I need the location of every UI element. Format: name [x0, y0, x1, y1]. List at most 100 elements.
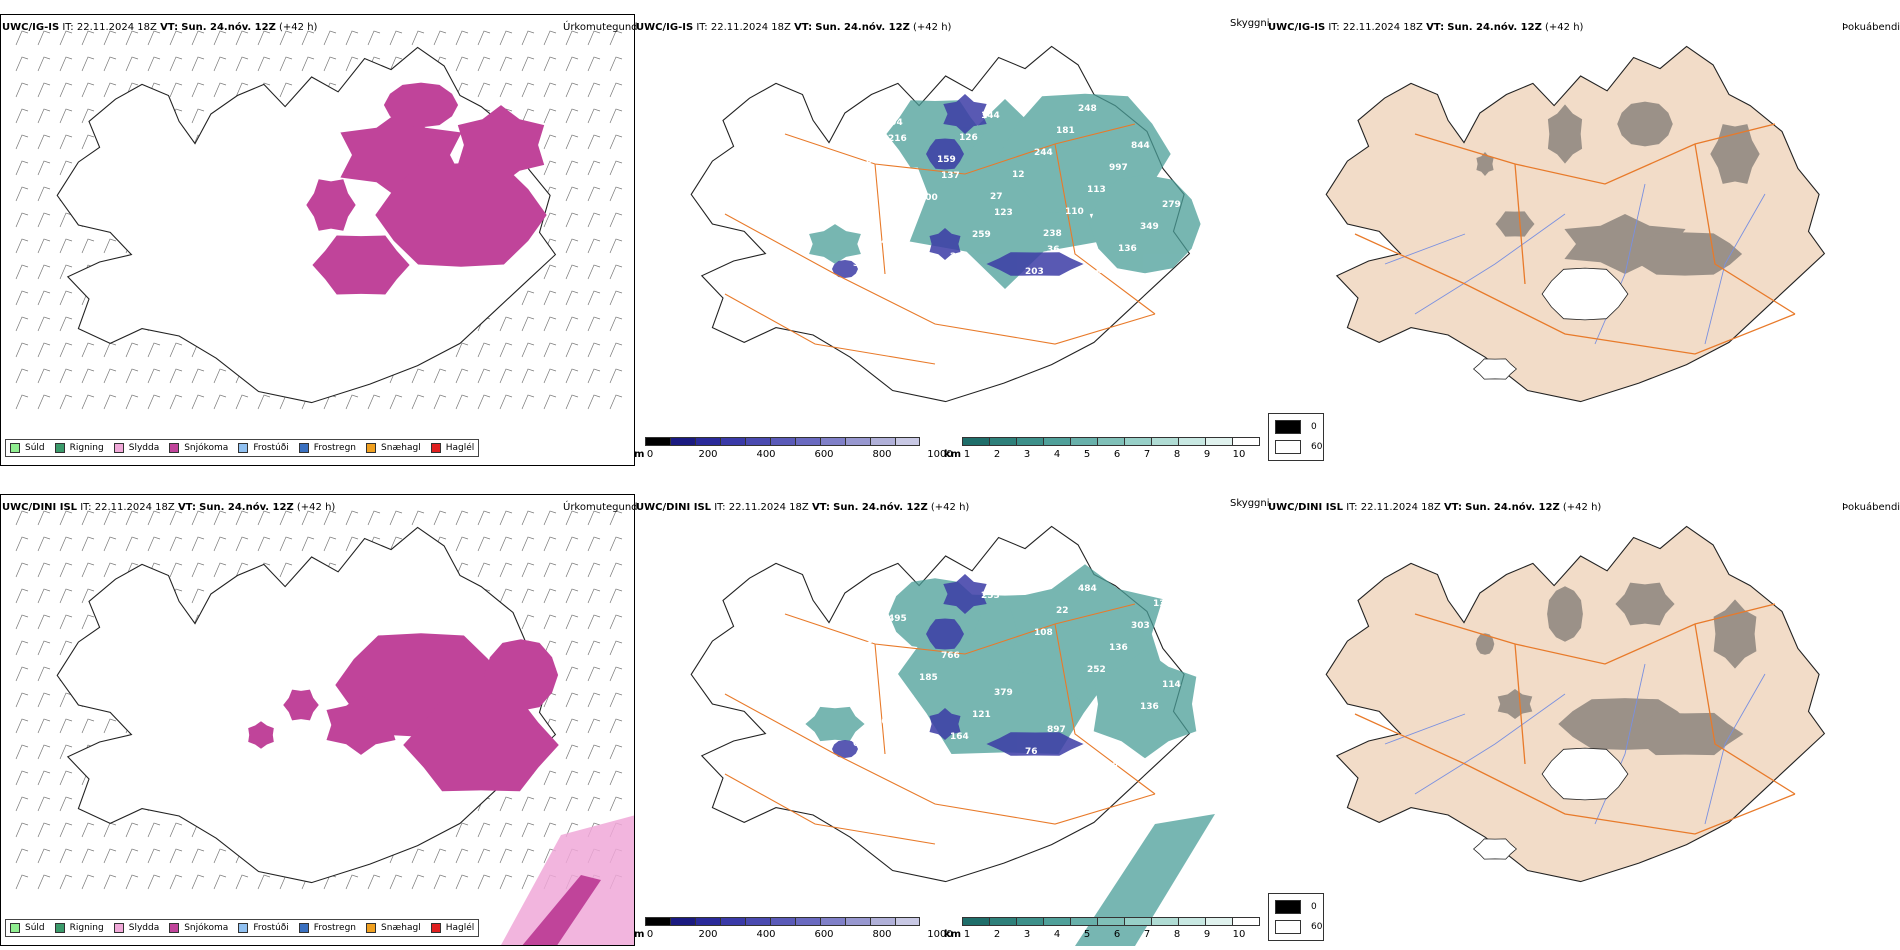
colorbar-cell [1043, 917, 1070, 926]
wind-barb [213, 536, 227, 552]
wind-barb [323, 56, 337, 72]
wind-barb [15, 640, 29, 656]
fog-map-bottom [1325, 525, 1826, 883]
fog-area [1547, 586, 1583, 642]
ceiling-value: 153 [897, 215, 916, 225]
ceiling-area [832, 740, 858, 758]
wind-barb [81, 108, 95, 124]
wind-barb [609, 82, 623, 98]
colorbar-tick: 10 [1232, 449, 1246, 460]
wind-barb [587, 770, 601, 786]
wind-barb [81, 394, 95, 410]
ceiling-value: 244 [1034, 148, 1053, 158]
legend-label: Slydda [128, 923, 160, 933]
wind-barb [433, 394, 447, 410]
legend-label: Súld [25, 923, 45, 933]
wind-barb [191, 82, 205, 98]
wind-barb [103, 342, 117, 358]
ceiling-areas [832, 94, 1084, 278]
wind-barb [37, 264, 51, 280]
fog-area [1476, 152, 1494, 176]
colorbar-cell [1232, 437, 1260, 446]
wind-barb [587, 82, 601, 98]
legend-swatch [298, 443, 309, 453]
ceiling-value: 126 [959, 133, 978, 143]
colorbar-tick: 400 [756, 929, 776, 940]
legend-item: Haglél [430, 443, 474, 453]
wind-barb [609, 588, 623, 604]
ceiling-value: 22 [1056, 606, 1069, 616]
wind-barb [257, 874, 271, 890]
wind-barb [587, 342, 601, 358]
colorbar-cell [720, 437, 745, 446]
wind-barb [59, 238, 73, 254]
wind-barb [543, 562, 557, 578]
legend-swatch [54, 923, 65, 933]
wind-barb [191, 510, 205, 526]
ceiling-value: 135 [1153, 599, 1172, 609]
wind-barb [81, 82, 95, 98]
road [784, 123, 1136, 175]
wind-barb [59, 56, 73, 72]
colorbar-cell [845, 917, 870, 926]
wind-barb [587, 796, 601, 812]
wind-barb [59, 770, 73, 786]
ceiling-value: 144 [981, 111, 1000, 121]
ceiling-value: 62 [906, 776, 919, 786]
cloud-type-label-bottom: Skyggni [1230, 498, 1270, 509]
legend-label: Frostúði [253, 923, 289, 933]
wind-barb [37, 666, 51, 682]
wind-barb [37, 718, 51, 734]
wind-barb [499, 588, 513, 604]
wind-barb [169, 536, 183, 552]
snow-area [306, 179, 356, 231]
wind-barb [543, 30, 557, 46]
wind-barb [367, 394, 381, 410]
wind-barb [125, 848, 139, 864]
road [1354, 233, 1796, 355]
legend-swatch [10, 443, 20, 453]
wind-barb [15, 108, 29, 124]
wind-barb [389, 56, 403, 72]
wind-barb [125, 510, 139, 526]
wind-barb [15, 796, 29, 812]
wind-barb [499, 82, 513, 98]
wind-barb [609, 212, 623, 228]
wind-barb [81, 30, 95, 46]
wind-barb [59, 536, 73, 552]
fog-key-label: 60 [1311, 922, 1323, 932]
wind-barb [345, 30, 359, 46]
colorbar-cell [962, 917, 989, 926]
fog-key-swatch [1275, 440, 1301, 454]
wind-barb [147, 510, 161, 526]
wind-barb [543, 342, 557, 358]
wind-barb [235, 874, 249, 890]
wind-barb [257, 536, 271, 552]
wind-barb [37, 874, 51, 890]
colorbar-cell [1016, 437, 1043, 446]
colorbar-tick: 200 [698, 929, 718, 940]
wind-barb [411, 848, 425, 864]
fog-area [1617, 101, 1673, 147]
legend-item: Rigning [54, 923, 104, 933]
wind-barb [235, 82, 249, 98]
wind-barb [389, 874, 403, 890]
wind-barb [301, 30, 315, 46]
wind-barb [565, 744, 579, 760]
wind-barb [191, 394, 205, 410]
wind-barb [565, 134, 579, 150]
wind-barb [455, 822, 469, 838]
river [1414, 213, 1566, 315]
legend-swatch [113, 923, 124, 933]
wind-barb [367, 510, 381, 526]
wind-barb [411, 874, 425, 890]
ceiling-colorbar-top [645, 437, 920, 446]
wind-barb [565, 368, 579, 384]
ceiling-area [926, 618, 964, 650]
colorbar-tick: 8 [1173, 449, 1181, 460]
road [724, 213, 1156, 345]
legend-swatch [238, 923, 249, 933]
wind-barb [565, 290, 579, 306]
snow-area [375, 163, 547, 267]
wind-barb [521, 394, 535, 410]
